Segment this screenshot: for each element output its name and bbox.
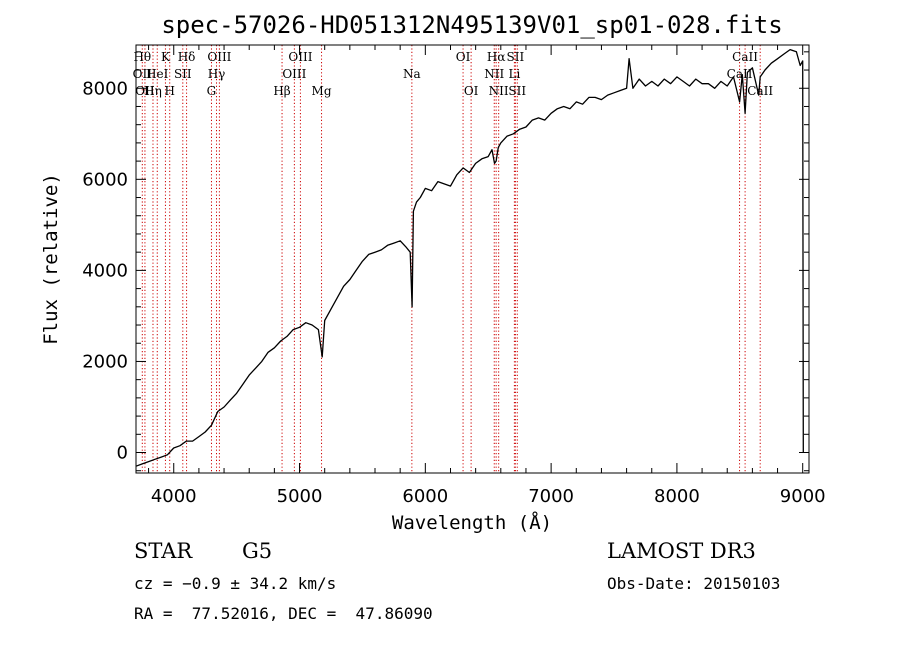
line-label-23-0: SII <box>508 84 526 98</box>
line-label-3-0: HeI <box>146 67 169 81</box>
line-label-5-0: H <box>164 84 174 98</box>
line-label-21-0: Li <box>508 67 520 81</box>
line-label-26-0: CaII <box>747 84 773 98</box>
line-label-14-0: Mg <box>312 84 332 98</box>
y-axis-label: Flux (relative) <box>40 173 62 345</box>
line-label-1-0: OII <box>135 84 155 98</box>
line-label-16-0: OI <box>456 50 471 64</box>
y-tick-label: 4000 <box>82 260 128 281</box>
x-axis-label: Wavelength (Å) <box>392 511 552 534</box>
chart-title: spec-57026-HD051312N495139V01_sp01-028.f… <box>161 11 782 39</box>
x-tick-label: 6000 <box>402 486 448 507</box>
line-label-4-0: K <box>161 50 171 64</box>
line-label-20-0: NII <box>489 84 509 98</box>
y-tick-label: 0 <box>117 443 128 464</box>
y-tick-label: 6000 <box>82 169 128 190</box>
radec-text: RA = 77.52016, DEC = 47.86090 <box>134 604 433 623</box>
line-label-6-0: SII <box>174 67 192 81</box>
line-label-17-0: OI <box>464 84 479 98</box>
line-label-0-1: OII <box>133 67 153 81</box>
line-label-13-0: OIII <box>288 50 312 64</box>
line-label-10-0: OIII <box>207 50 231 64</box>
line-label-15-0: Na <box>403 67 421 81</box>
x-tick-label: 8000 <box>654 486 700 507</box>
spectral-line-labels: HθOIIOIIHηHeIKHSIIHδGHγOIIIHβOIIIOIIIMgN… <box>133 50 774 98</box>
line-label-19-0: Hα <box>487 50 506 64</box>
line-label-18-0: NII <box>484 67 504 81</box>
spectrum-line <box>135 48 804 467</box>
x-tick-label: 7000 <box>528 486 574 507</box>
obs-date-text: Obs-Date: 20150103 <box>607 574 781 593</box>
y-tick-label: 8000 <box>82 78 128 99</box>
y-tick-label: 2000 <box>82 351 128 372</box>
line-label-8-0: G <box>207 84 217 98</box>
line-label-9-0: Hγ <box>208 67 226 81</box>
object-subclass: G5 <box>242 539 273 563</box>
line-label-24-0: CaII <box>727 67 753 81</box>
spectrum-series <box>135 48 804 467</box>
survey-label: LAMOST DR3 <box>607 539 756 563</box>
line-label-22-0: SII <box>507 50 525 64</box>
redshift-text: cz = −0.9 ± 34.2 km/s <box>134 574 337 593</box>
object-class: STAR <box>134 539 193 563</box>
line-label-12-0: OIII <box>282 67 306 81</box>
spectral-line-markers <box>141 45 761 473</box>
line-label-25-0: CaII <box>732 50 758 64</box>
line-label-11-0: Hβ <box>273 84 290 98</box>
x-tick-label: 9000 <box>780 486 826 507</box>
line-label-0-0: Hθ <box>133 50 151 64</box>
axis-ticks: 4000 5000 6000 7000 8000 9000 0 2000 4000 6000 800… <box>82 45 826 507</box>
line-label-2-0: Hη <box>144 84 162 98</box>
plot-frame <box>135 44 810 474</box>
x-tick-label: 5000 <box>277 486 323 507</box>
x-tick-label: 4000 <box>151 486 197 507</box>
line-label-7-0: Hδ <box>178 50 196 64</box>
